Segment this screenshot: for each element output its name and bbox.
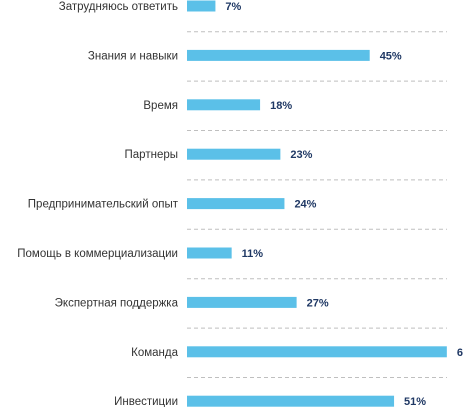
value-label: 11%	[242, 248, 264, 260]
bar	[187, 346, 447, 358]
bar	[187, 148, 281, 160]
category-label: Команда	[131, 347, 178, 359]
value-label: 64%	[457, 347, 463, 359]
category-label: Экспертная поддержка	[55, 297, 179, 309]
bar	[187, 99, 261, 111]
category-label: Предпринимательский опыт	[28, 199, 179, 211]
bar	[187, 296, 297, 308]
value-label: 27%	[307, 297, 329, 309]
value-label: 18%	[270, 100, 292, 112]
category-label: Время	[143, 100, 178, 112]
value-label: 45%	[380, 50, 402, 62]
bar	[187, 0, 216, 12]
category-label: Затрудняюсь ответить	[59, 1, 178, 13]
category-label: Инвестиции	[114, 396, 178, 407]
value-label: 7%	[225, 1, 241, 13]
value-label: 24%	[294, 199, 316, 211]
value-label: 23%	[290, 149, 312, 161]
bar	[187, 247, 232, 259]
category-label: Помощь в коммерциализации	[17, 248, 178, 260]
bar	[187, 395, 395, 407]
bar	[187, 198, 285, 210]
category-label: Знания и навыки	[88, 50, 178, 62]
category-label: Партнеры	[125, 149, 178, 161]
value-label: 51%	[404, 396, 426, 407]
bar	[187, 49, 370, 61]
